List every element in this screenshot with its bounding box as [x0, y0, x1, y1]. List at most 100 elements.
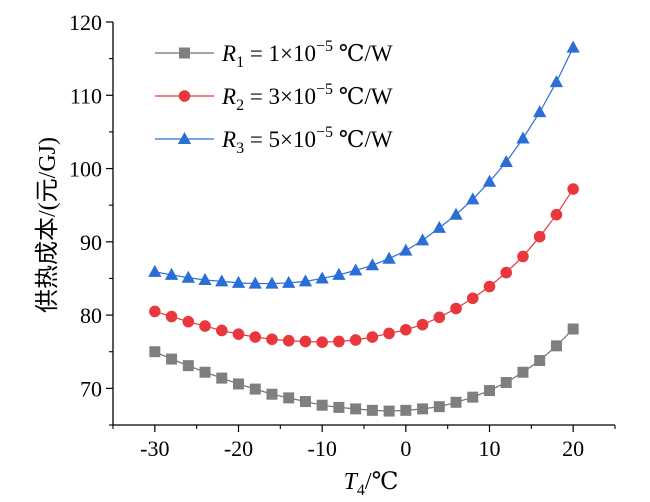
x-tick-label: -10 — [308, 436, 337, 461]
data-point-circle — [500, 266, 513, 279]
data-point-square — [166, 353, 178, 365]
data-point-square — [299, 396, 311, 408]
data-point-square — [433, 401, 445, 413]
data-point-circle — [333, 335, 345, 348]
y-axis-title: 供热成本/(元/GJ) — [34, 137, 61, 313]
y-tick-label: 80 — [80, 303, 102, 328]
x-axis-title-unit: /℃ — [365, 469, 399, 495]
data-point-square — [350, 403, 362, 415]
legend: R1 = 1×10−5 ℃/W R2 = 3×10−5 ℃/W R3 = 5×10−… — [155, 38, 393, 157]
data-point-triangle — [415, 233, 430, 246]
y-tick-label: 70 — [80, 376, 102, 401]
data-point-triangle — [516, 131, 530, 144]
data-point-triangle — [348, 263, 363, 276]
data-point-circle — [366, 331, 379, 343]
data-point-triangle — [265, 276, 279, 289]
data-point-circle — [450, 302, 462, 315]
data-point-circle — [199, 320, 211, 332]
data-point-circle — [533, 230, 546, 243]
x-axis-title-var: T — [344, 469, 359, 495]
data-point-circle — [232, 328, 245, 340]
data-point-triangle — [499, 154, 513, 167]
data-point-triangle — [177, 132, 192, 145]
data-point-circle — [266, 333, 278, 346]
data-point-square — [182, 360, 194, 372]
data-point-circle — [383, 327, 395, 340]
series-markers — [148, 40, 580, 417]
data-point-triangle — [332, 267, 346, 280]
data-point-square — [450, 396, 462, 408]
data-point-square — [417, 403, 429, 415]
data-point-square — [550, 340, 562, 352]
data-point-square — [199, 366, 211, 378]
x-axis-title: T4/℃ — [344, 469, 399, 499]
data-point-circle — [149, 305, 161, 318]
x-axis-title-sub: 4 — [357, 482, 365, 499]
y-tick-label: 110 — [70, 83, 102, 108]
data-point-circle — [299, 335, 312, 348]
data-point-square — [333, 401, 345, 413]
data-point-square — [149, 346, 161, 358]
data-point-circle — [567, 183, 579, 195]
data-point-circle — [550, 208, 563, 221]
data-point-square — [500, 377, 512, 389]
data-point-triangle — [315, 271, 329, 284]
data-point-triangle — [215, 274, 229, 287]
data-point-circle — [165, 310, 178, 323]
data-point-square — [233, 378, 244, 390]
data-point-triangle — [466, 192, 480, 205]
data-point-circle — [249, 331, 262, 343]
data-point-square — [316, 399, 328, 411]
y-tick-label: 120 — [69, 10, 102, 35]
data-point-circle — [433, 311, 446, 324]
data-point-square — [249, 383, 261, 395]
data-point-triangle — [399, 243, 413, 256]
data-point-triangle — [198, 272, 212, 285]
data-point-circle — [517, 250, 529, 263]
data-point-circle — [466, 292, 479, 305]
data-point-square — [517, 366, 529, 378]
data-point-square — [216, 372, 228, 384]
data-point-triangle — [533, 105, 547, 118]
data-point-square — [283, 392, 295, 404]
data-point-square — [400, 404, 412, 416]
data-point-circle — [316, 336, 328, 349]
data-point-triangle — [449, 207, 463, 220]
x-tick-label: 20 — [562, 436, 584, 461]
data-point-square — [534, 355, 546, 367]
data-point-triangle — [432, 220, 446, 233]
data-point-circle — [282, 334, 295, 347]
data-point-triangle — [566, 40, 580, 53]
data-point-triangle — [298, 274, 313, 287]
data-point-circle — [400, 323, 412, 336]
data-point-square — [467, 391, 479, 403]
data-point-circle — [349, 334, 362, 346]
data-point-circle — [483, 280, 496, 293]
x-tick-label: -30 — [140, 436, 169, 461]
data-point-square — [383, 405, 395, 417]
data-point-triangle — [248, 276, 262, 289]
data-point-triangle — [365, 258, 380, 271]
x-tick-label: -20 — [224, 436, 253, 461]
data-point-triangle — [482, 174, 497, 187]
data-point-triangle — [549, 75, 564, 88]
data-point-circle — [215, 324, 228, 337]
data-point-square — [366, 404, 378, 416]
data-point-square — [567, 323, 579, 335]
data-point-triangle — [282, 275, 296, 288]
data-point-triangle — [231, 275, 246, 288]
data-point-triangle — [148, 264, 162, 277]
legend-label-2: R2 = 3×10−5 ℃/W — [221, 81, 393, 114]
data-point-triangle — [181, 270, 195, 283]
data-point-circle — [178, 90, 191, 102]
y-tick-label: 100 — [69, 157, 102, 182]
data-point-square — [179, 47, 190, 59]
x-tick-label: 10 — [479, 436, 501, 461]
x-tick-label: 0 — [400, 436, 411, 461]
legend-label-1: R1 = 1×10−5 ℃/W — [221, 38, 393, 71]
legend-label-3: R3 = 5×10−5 ℃/W — [221, 124, 393, 157]
data-point-circle — [182, 315, 195, 328]
data-point-square — [484, 385, 495, 397]
data-point-square — [266, 388, 278, 400]
